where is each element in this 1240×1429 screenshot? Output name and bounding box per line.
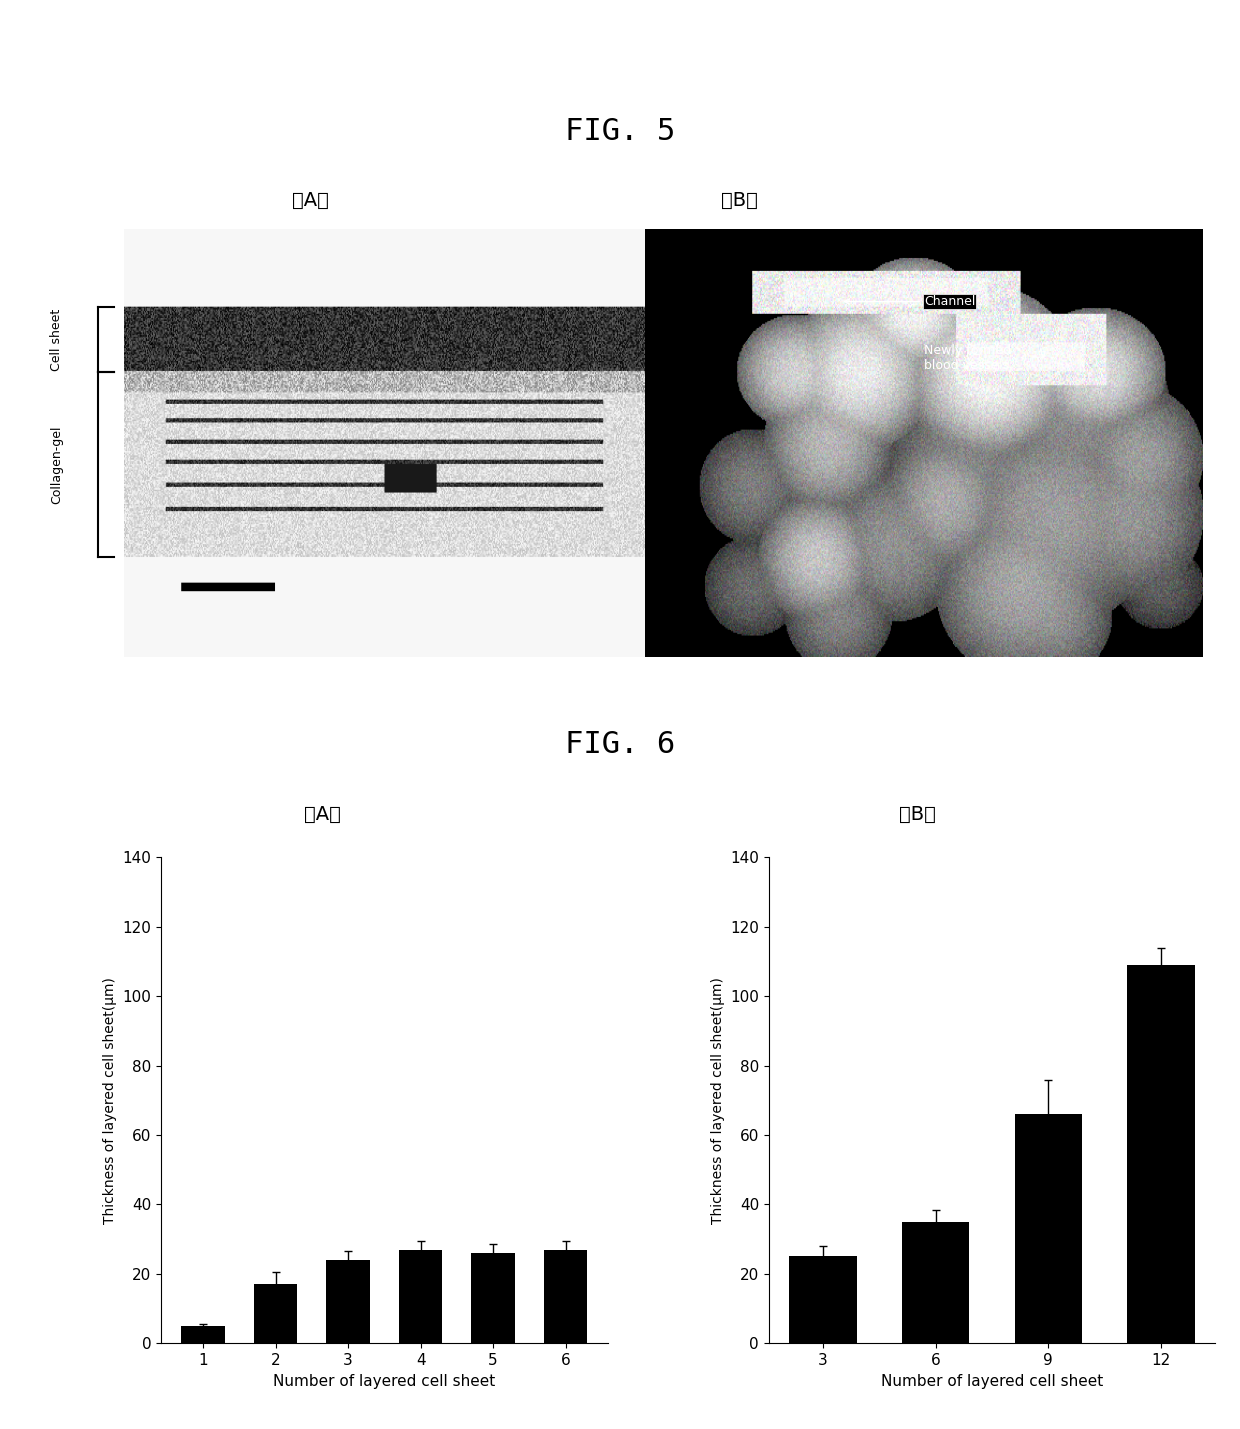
Text: Channel: Channel — [844, 294, 975, 309]
Bar — [1014, 1115, 1083, 1343]
Bar — [326, 1260, 370, 1343]
Bar — [901, 1222, 970, 1343]
Text: （B）: （B） — [899, 805, 936, 825]
Text: FIG. 6: FIG. 6 — [565, 730, 675, 759]
Y-axis label: Thickness of layered cell sheet(μm): Thickness of layered cell sheet(μm) — [103, 977, 117, 1223]
Text: Cell sheet: Cell sheet — [50, 309, 63, 370]
Text: Collagen-gel: Collagen-gel — [50, 426, 63, 503]
Bar — [399, 1249, 443, 1343]
Text: Newly formed
blood vessels: Newly formed blood vessels — [924, 344, 1011, 373]
X-axis label: Number of layered cell sheet: Number of layered cell sheet — [880, 1373, 1104, 1389]
Bar — [471, 1253, 515, 1343]
Text: （A）: （A） — [291, 190, 329, 210]
X-axis label: Number of layered cell sheet: Number of layered cell sheet — [273, 1373, 496, 1389]
Y-axis label: Thickness of layered cell sheet(μm): Thickness of layered cell sheet(μm) — [711, 977, 724, 1223]
Text: （B）: （B） — [720, 190, 758, 210]
Bar — [789, 1256, 857, 1343]
Bar — [544, 1249, 588, 1343]
Bar — [1127, 965, 1195, 1343]
Bar — [181, 1326, 224, 1343]
Text: FIG. 5: FIG. 5 — [565, 117, 675, 146]
Text: （A）: （A） — [304, 805, 341, 825]
Bar — [254, 1285, 298, 1343]
